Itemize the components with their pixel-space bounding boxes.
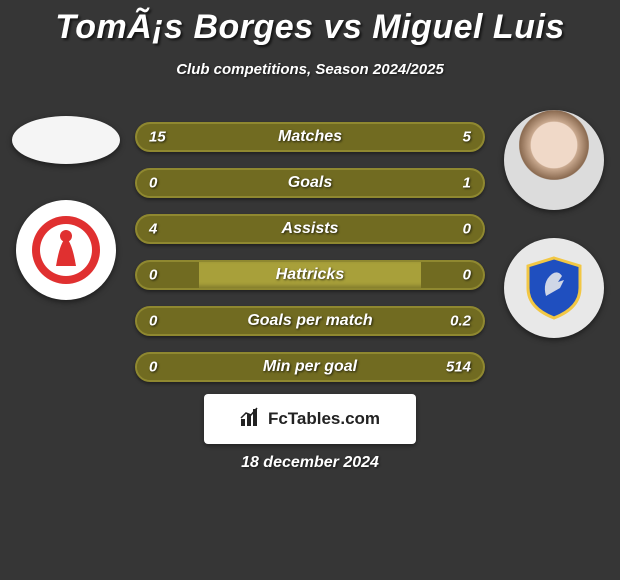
bar-value-left: 0 bbox=[149, 175, 157, 192]
club-badge-right bbox=[504, 238, 604, 338]
bar-label: Assists bbox=[137, 220, 483, 238]
bar-value-left: 15 bbox=[149, 129, 166, 146]
club-badge-left bbox=[16, 200, 116, 300]
bar-value-left: 4 bbox=[149, 221, 157, 238]
stat-bar: Assists4 0 bbox=[135, 214, 485, 244]
bar-label: Matches bbox=[137, 128, 483, 146]
chart-icon bbox=[240, 407, 262, 432]
bar-label: Goals bbox=[137, 174, 483, 192]
left-player-column bbox=[6, 110, 126, 300]
right-player-column bbox=[494, 110, 614, 338]
page-title: TomÃ¡s Borges vs Miguel Luis bbox=[0, 0, 620, 47]
stat-bar: Goals per match0 0.2 bbox=[135, 306, 485, 336]
bar-value-left: 0 bbox=[149, 267, 157, 284]
bar-label: Goals per match bbox=[137, 312, 483, 330]
stat-bar: Hattricks0 0 bbox=[135, 260, 485, 290]
bar-value-left: 0 bbox=[149, 313, 157, 330]
bar-value-right: 1 bbox=[463, 175, 471, 192]
footer-brand-box: FcTables.com bbox=[204, 394, 416, 444]
player-left-avatar bbox=[12, 116, 120, 164]
bar-value-right: 514 bbox=[446, 359, 471, 376]
bar-value-right: 0.2 bbox=[450, 313, 471, 330]
stat-bar: Goals0 1 bbox=[135, 168, 485, 198]
club-badge-right-icon bbox=[518, 252, 590, 324]
stat-bar: Min per goal0 514 bbox=[135, 352, 485, 382]
player-right-avatar bbox=[504, 110, 604, 210]
footer-brand-text: FcTables.com bbox=[268, 409, 380, 429]
stat-bar: Matches15 5 bbox=[135, 122, 485, 152]
bar-label: Min per goal bbox=[137, 358, 483, 376]
bar-label: Hattricks bbox=[137, 266, 483, 284]
bar-value-left: 0 bbox=[149, 359, 157, 376]
subtitle: Club competitions, Season 2024/2025 bbox=[0, 61, 620, 78]
bar-value-right: 0 bbox=[463, 221, 471, 238]
stats-bars: Matches155Goals01Assists40Hattricks00Goa… bbox=[135, 122, 485, 398]
date-text: 18 december 2024 bbox=[241, 454, 379, 472]
club-badge-left-icon bbox=[30, 214, 102, 286]
bar-value-right: 5 bbox=[463, 129, 471, 146]
bar-value-right: 0 bbox=[463, 267, 471, 284]
